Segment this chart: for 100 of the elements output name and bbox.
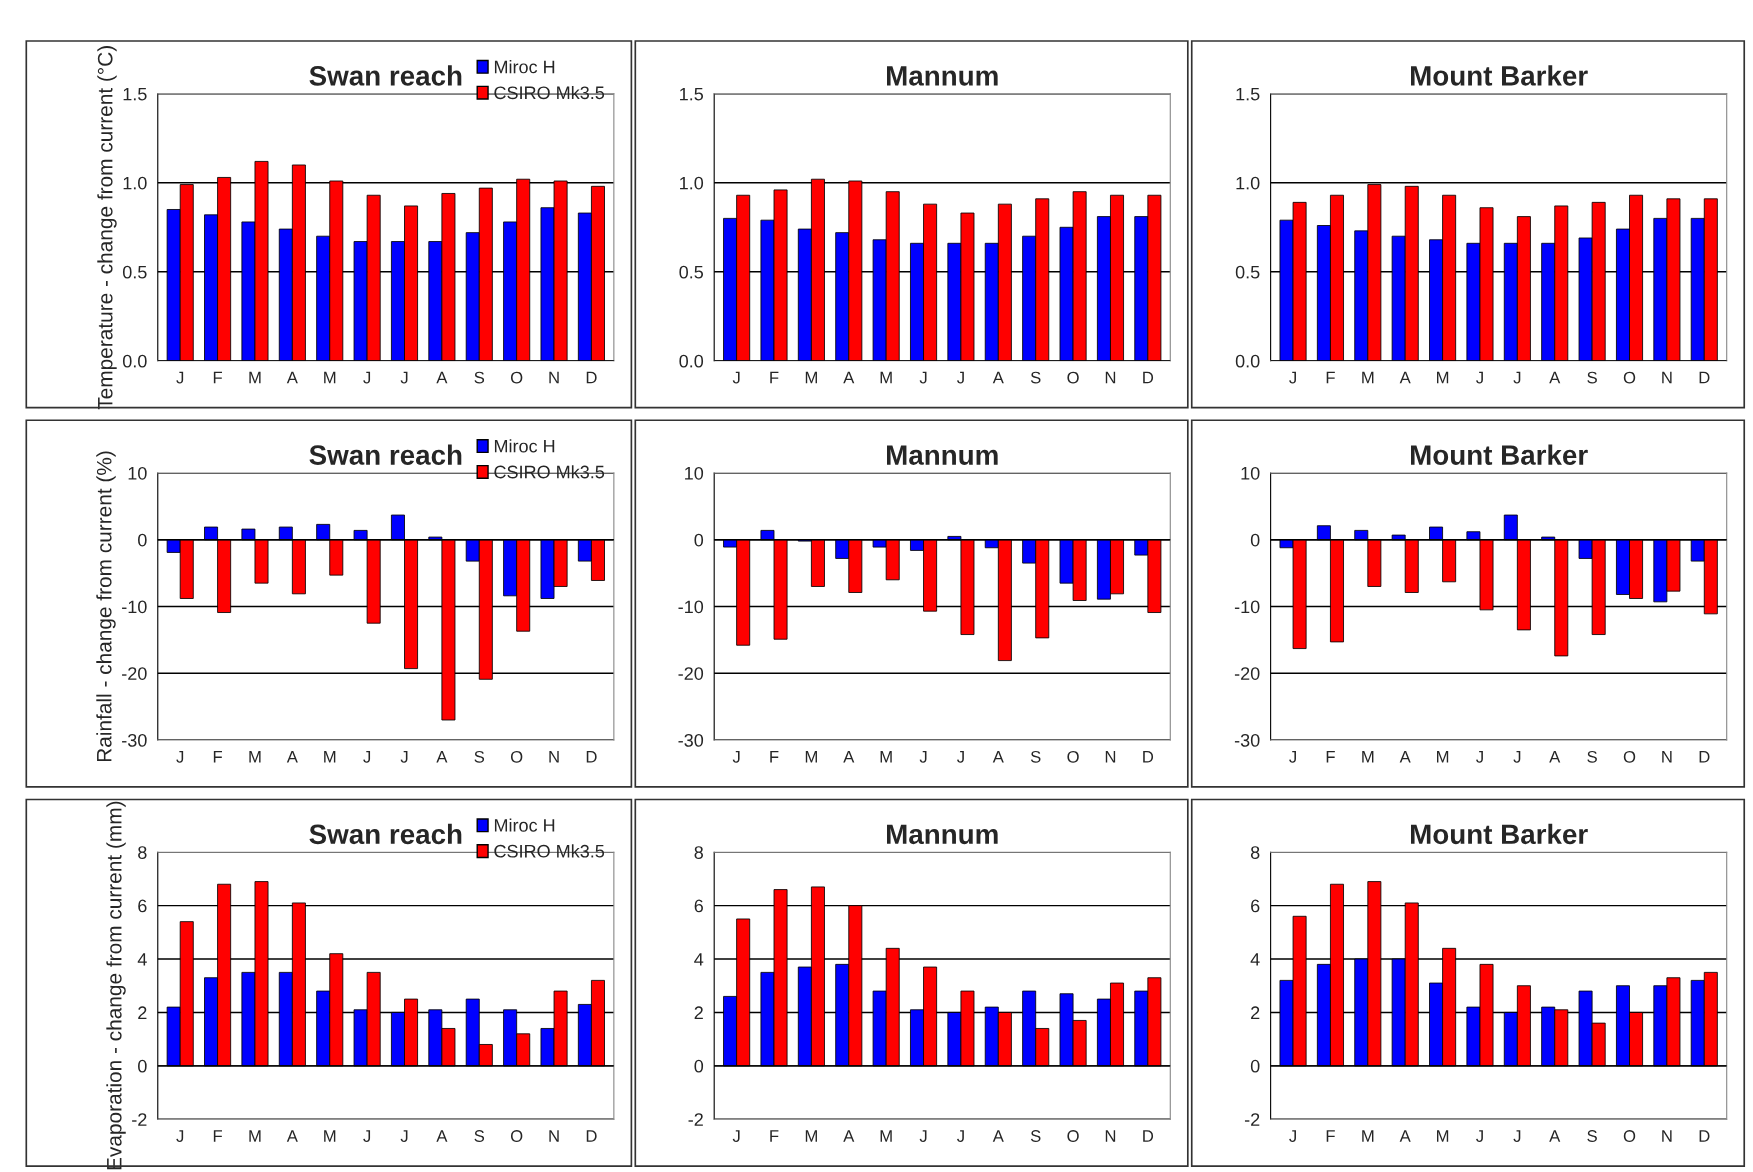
y-tick-label: -10 xyxy=(122,600,147,614)
x-tick-label: J xyxy=(400,1130,408,1142)
x-tick-label: N xyxy=(549,1130,559,1142)
y-tick-label: -10 xyxy=(1234,600,1260,614)
x-tick-label: J xyxy=(1476,371,1483,384)
y-tick-label: -20 xyxy=(122,667,147,680)
x-tick-label: A xyxy=(436,751,448,763)
x-tick-label: J xyxy=(732,1130,740,1142)
x-tick-label: O xyxy=(1067,371,1079,384)
x-tick-label: J xyxy=(363,751,371,763)
y-tick-label: -2 xyxy=(132,1113,147,1126)
y-tick-label: 0 xyxy=(1250,1059,1260,1073)
x-tick-label: M xyxy=(805,371,817,384)
y-tick-label: 6 xyxy=(694,899,703,913)
y-tick-label: -20 xyxy=(678,667,704,680)
x-tick-label: S xyxy=(1587,1130,1597,1142)
x-tick-label: J xyxy=(957,1130,964,1142)
y-tick-label: 1.0 xyxy=(680,176,704,190)
x-tick-label: J xyxy=(957,371,964,384)
x-tick-label: A xyxy=(992,371,1004,384)
x-tick-label: J xyxy=(732,751,740,763)
x-tick-label: A xyxy=(1399,751,1411,763)
x-tick-label: F xyxy=(1326,371,1335,384)
chart-title: Mount Barker xyxy=(1411,65,1588,86)
x-tick-label: O xyxy=(1067,1130,1079,1142)
x-tick-label: N xyxy=(1105,371,1116,384)
x-tick-label: A xyxy=(1549,1130,1561,1142)
y-tick-label: 0 xyxy=(138,533,147,547)
x-tick-label: O xyxy=(510,750,523,763)
x-tick-label: A xyxy=(843,751,855,763)
x-tick-label: N xyxy=(1105,751,1116,763)
y-tick-label: 1.5 xyxy=(123,87,147,101)
x-tick-label: F xyxy=(770,751,779,763)
x-tick-label: M xyxy=(1437,1130,1449,1142)
x-tick-label: N xyxy=(1662,371,1672,384)
x-tick-label: S xyxy=(1030,1130,1041,1142)
x-tick-label: F xyxy=(213,1130,223,1142)
x-tick-label: F xyxy=(770,371,779,384)
y-tick-label: 2 xyxy=(1251,1006,1260,1019)
y-tick-label: 1.0 xyxy=(1236,176,1260,190)
x-tick-label: J xyxy=(400,371,408,384)
x-tick-label: N xyxy=(1662,1130,1672,1142)
legend-label: Miroc H xyxy=(494,439,555,453)
x-tick-label: J xyxy=(400,751,408,763)
x-tick-label: M xyxy=(880,751,892,763)
x-tick-label: S xyxy=(1030,750,1041,763)
x-tick-label: D xyxy=(586,751,597,763)
y-axis-title: Evaporation - change from current (mm) xyxy=(106,801,126,1170)
y-tick-label: -2 xyxy=(688,1113,703,1126)
chart-title: Swan reach xyxy=(309,823,462,845)
y-tick-label: 10 xyxy=(685,466,704,480)
y-tick-label: -30 xyxy=(678,733,704,747)
x-tick-label: F xyxy=(1326,751,1335,763)
y-tick-label: 0.5 xyxy=(679,265,704,279)
legend-label: Miroc H xyxy=(494,818,555,832)
chart-title: Swan reach xyxy=(309,444,462,465)
y-tick-label: 0.5 xyxy=(122,265,147,279)
x-tick-label: N xyxy=(549,371,559,384)
x-tick-label: O xyxy=(1067,750,1079,763)
x-tick-label: M xyxy=(805,1130,817,1142)
x-tick-label: D xyxy=(586,1130,597,1142)
x-tick-label: M xyxy=(324,371,336,384)
chart-title: Mount Barker xyxy=(1411,823,1588,845)
x-tick-label: D xyxy=(1143,371,1154,384)
y-tick-label: 1.5 xyxy=(1236,87,1260,101)
x-tick-label: J xyxy=(176,1130,184,1142)
x-tick-label: O xyxy=(1623,1130,1636,1142)
y-tick-label: 2 xyxy=(694,1006,703,1019)
x-tick-label: M xyxy=(1362,1130,1374,1142)
x-tick-label: J xyxy=(176,751,184,763)
x-tick-label: J xyxy=(1476,751,1483,763)
x-tick-label: S xyxy=(474,371,485,384)
x-tick-label: J xyxy=(1513,751,1521,763)
x-tick-label: M xyxy=(324,751,336,763)
x-tick-label: J xyxy=(957,751,964,763)
y-tick-label: -10 xyxy=(678,600,704,614)
x-tick-label: S xyxy=(1587,750,1597,763)
x-tick-label: A xyxy=(1549,371,1561,384)
y-tick-label: 0.0 xyxy=(679,354,704,368)
x-tick-label: S xyxy=(474,750,485,763)
x-tick-label: M xyxy=(880,371,892,384)
x-tick-label: J xyxy=(919,371,927,384)
x-tick-label: A xyxy=(992,1130,1004,1142)
chart-title: Mount Barker xyxy=(1411,444,1588,465)
y-tick-label: 1.0 xyxy=(123,176,147,190)
x-tick-label: J xyxy=(1513,371,1521,384)
chart-title: Mannum xyxy=(887,824,998,845)
y-tick-label: -30 xyxy=(1234,733,1260,747)
x-tick-label: J xyxy=(732,371,740,384)
x-tick-label: M xyxy=(1437,371,1449,384)
y-tick-label: 10 xyxy=(128,466,147,480)
x-tick-label: M xyxy=(249,1130,261,1142)
y-tick-label: 4 xyxy=(137,953,147,966)
x-tick-label: D xyxy=(586,371,597,384)
x-tick-label: N xyxy=(549,751,559,763)
x-tick-label: F xyxy=(213,371,223,384)
x-tick-label: S xyxy=(474,1130,485,1142)
x-tick-label: A xyxy=(286,371,298,384)
y-tick-label: 2 xyxy=(138,1006,147,1019)
x-tick-label: J xyxy=(363,371,371,384)
